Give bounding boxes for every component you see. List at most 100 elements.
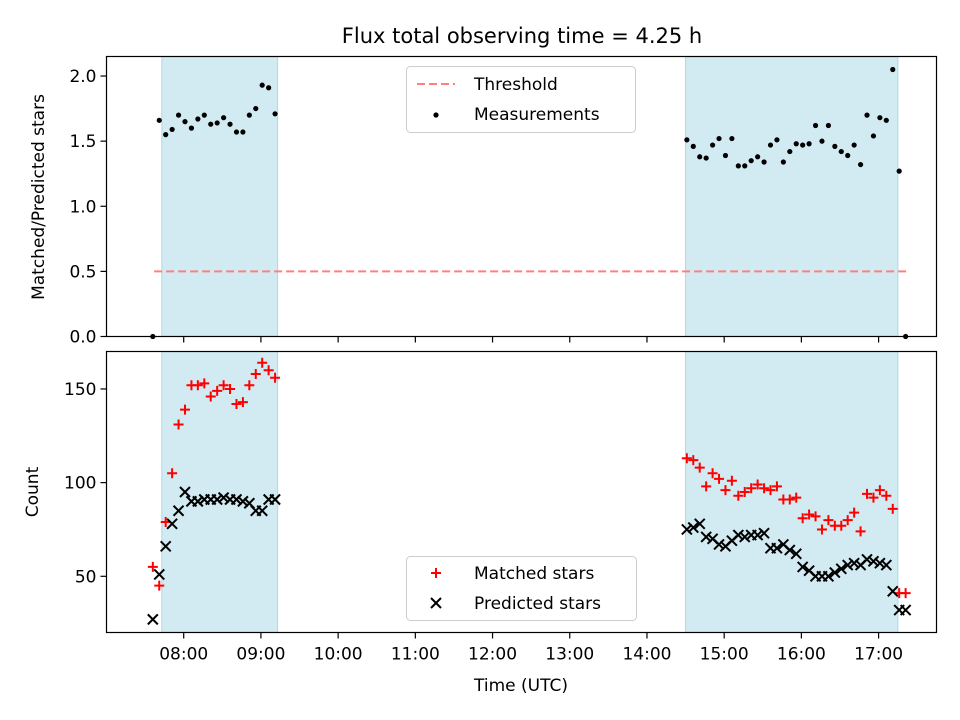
x-tick-label: 09:00 <box>236 645 285 665</box>
y-tick-label: 150 <box>64 380 96 400</box>
measurement-point <box>800 142 806 148</box>
matched-star-marker <box>797 513 808 524</box>
predicted-star-marker <box>887 585 899 597</box>
predicted-star-marker <box>256 505 268 517</box>
measurement-point <box>806 141 812 147</box>
measurement-point <box>169 126 175 133</box>
predicted-star-marker <box>166 518 178 530</box>
predicted-star-marker <box>153 568 165 581</box>
x-tick-label: 15:00 <box>700 645 749 665</box>
measurement-point <box>793 141 799 147</box>
x-tick-label: 08:00 <box>159 645 208 665</box>
matched-star-marker <box>707 468 718 479</box>
x-tick-label: 17:00 <box>854 645 903 665</box>
measurement-point <box>182 119 188 125</box>
matched-star-marker <box>784 494 795 505</box>
legend-matched-label: Matched stars <box>474 564 594 584</box>
measurement-point <box>240 129 246 135</box>
measurement-point <box>896 168 902 174</box>
matched-star-marker <box>154 580 165 591</box>
predicted-star-marker <box>269 493 281 506</box>
predicted-star-marker <box>211 493 223 506</box>
predicted-star-marker <box>713 538 725 551</box>
matched-star-marker <box>874 485 885 496</box>
matched-star-marker <box>270 372 281 383</box>
measurement-point <box>208 121 214 127</box>
count-y-axis-label: Count <box>23 466 43 517</box>
predicted-star-marker <box>758 527 770 539</box>
matched-star-marker <box>231 398 242 409</box>
measurement-point <box>227 121 233 127</box>
matched-star-marker <box>862 488 873 499</box>
predicted-star-marker <box>861 553 873 566</box>
ratio-legend: Threshold Measurements <box>406 66 636 133</box>
ratio-x-axis <box>183 336 880 343</box>
measurement-point <box>716 135 722 142</box>
measurement-point <box>748 158 754 164</box>
measurement-point <box>163 132 169 138</box>
predicted-star-marker <box>835 563 847 575</box>
predicted-star-marker <box>880 559 893 571</box>
observing-windows <box>161 56 899 337</box>
x-tick-label: 11:00 <box>391 645 440 665</box>
matched-star-marker <box>212 385 223 396</box>
measurement-point <box>246 112 252 118</box>
matched-star-marker <box>688 455 699 466</box>
predicted-star-marker <box>179 486 191 498</box>
matched-star-marker <box>250 368 261 379</box>
measurement-point <box>812 122 819 129</box>
legend-box <box>406 556 637 621</box>
matched-star-marker <box>868 492 879 503</box>
predicted-star-marker <box>732 529 745 541</box>
predicted-star-marker <box>687 521 699 534</box>
ratio-panel: Flux total observing time = 4.25 h Match… <box>29 24 938 348</box>
predicted-star-marker <box>771 542 783 554</box>
matched-star-marker <box>720 485 731 496</box>
matched-star-marker <box>881 490 892 501</box>
x-tick-label: 14:00 <box>622 645 671 665</box>
matched-star-marker <box>887 503 898 514</box>
matched-star-marker <box>726 475 737 486</box>
ratio-y-axis-label: Matched/Predicted stars <box>29 94 49 300</box>
observing-window-band <box>161 56 279 337</box>
measurement-point <box>864 112 870 118</box>
x-axis-label: Time (UTC) <box>473 676 568 696</box>
measurement-point <box>787 148 793 155</box>
matched-star-marker <box>816 524 827 535</box>
legend-matched-swatch <box>431 568 441 578</box>
measurement-point <box>819 138 825 144</box>
count-x-axis: 08:00 09:00 10:00 11:00 12:00 13:00 14:00 15:00… <box>159 632 903 665</box>
measurement-point <box>690 143 696 149</box>
predicted-star-marker <box>147 613 159 626</box>
matched-star-marker <box>167 468 178 479</box>
predicted-star-marker <box>796 561 809 573</box>
matched-star-marker <box>849 507 860 518</box>
measurement-point <box>214 120 220 126</box>
measurement-point <box>722 152 729 159</box>
predicted-star-marker <box>159 540 172 553</box>
measurement-point <box>767 142 774 148</box>
measurement-point <box>272 111 278 117</box>
predicted-star-marker <box>217 491 230 504</box>
observing-window-band <box>685 351 899 633</box>
chart-title: Flux total observing time = 4.25 h <box>342 24 702 48</box>
observing-window-band <box>685 56 899 337</box>
matched-star-marker <box>810 511 821 522</box>
y-tick-label: 0.5 <box>69 262 96 282</box>
x-tick-label: 12:00 <box>468 645 517 665</box>
observing-windows <box>161 351 899 633</box>
measurement-point <box>742 163 748 169</box>
measurement-point <box>832 143 838 149</box>
count-y-axis: 50 100 150 <box>64 380 107 587</box>
matched-star-marker <box>205 391 216 402</box>
predicted-star-marker <box>784 544 796 556</box>
predicted-star-marker <box>237 495 249 508</box>
matched-star-marker <box>836 520 847 531</box>
measurement-point <box>697 154 703 160</box>
measurement-point <box>188 125 195 131</box>
measurement-point <box>195 116 201 122</box>
count-legend: Matched stars Predicted stars <box>406 556 637 621</box>
matched-star-marker <box>752 479 763 490</box>
matched-star-marker <box>257 357 268 368</box>
matched-star-marker <box>759 483 770 494</box>
